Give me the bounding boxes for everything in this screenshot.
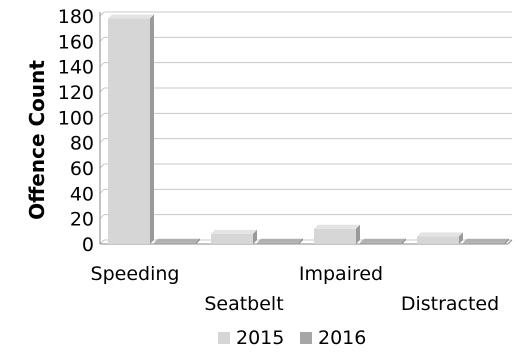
legend-swatch (300, 332, 312, 344)
y-tick-label: 180 (58, 6, 94, 28)
gridline-side (99, 239, 105, 245)
legend-item-2016: 2016 (300, 327, 366, 349)
y-tick-label: 160 (58, 31, 94, 53)
bar-top (463, 238, 509, 243)
bar-side (356, 224, 360, 244)
gridline-side (99, 138, 105, 144)
legend-label: 2016 (318, 327, 366, 349)
gridline-side (99, 112, 105, 118)
y-tick-label: 0 (82, 234, 94, 256)
y-tick-label: 20 (70, 209, 94, 231)
bar-front (463, 242, 505, 244)
bar-side (505, 238, 509, 244)
legend-swatch (218, 332, 230, 344)
bar-2016-seatbelt (257, 238, 303, 244)
bar-2016-distracted (463, 238, 509, 244)
bar-front (257, 242, 299, 244)
axes (99, 12, 513, 245)
bar-top (211, 229, 257, 234)
legend-label: 2015 (236, 327, 284, 349)
bar-top (360, 238, 406, 243)
x-tick-label-distracted: Distracted (401, 293, 499, 315)
y-tick-label: 60 (70, 158, 94, 180)
y-tick-label: 80 (70, 133, 94, 155)
bar-front (154, 242, 196, 244)
bar-2016-impaired (360, 238, 406, 244)
bar-front (417, 236, 459, 244)
x-axis-floor-edge (507, 239, 513, 245)
bar-front (360, 242, 402, 244)
legend: 2015 2016 (218, 327, 366, 349)
bar-top (108, 14, 154, 19)
gridline-side (99, 214, 105, 220)
bar-front (314, 228, 356, 244)
y-tick-label: 40 (70, 183, 94, 205)
y-tick-labels: 0 20 40 60 80 100 120 140 160 180 (58, 6, 94, 256)
y-tick-label: 140 (58, 57, 94, 79)
y-tick-label: 100 (58, 107, 94, 129)
x-tick-label-seatbelt: Seatbelt (204, 293, 283, 315)
bar-top (154, 238, 200, 243)
gridlines (99, 11, 512, 245)
bar-2015-distracted (417, 232, 463, 244)
bar-2015-seatbelt (211, 229, 257, 244)
bar-top (417, 232, 463, 237)
x-tick-labels: Speeding Seatbelt Impaired Distracted (91, 263, 500, 315)
bar-side (253, 229, 257, 244)
gridline-side (99, 188, 105, 194)
bar-2016-speeding (154, 238, 200, 244)
x-tick-label-speeding: Speeding (91, 263, 180, 285)
gridline-side (99, 87, 105, 93)
bar-side (150, 14, 154, 245)
bar-side (299, 238, 303, 244)
gridline-side (99, 11, 105, 17)
gridline-side (99, 62, 105, 68)
bar-side (459, 232, 463, 244)
gridline-side (99, 163, 105, 169)
legend-item-2015: 2015 (218, 327, 284, 349)
x-tick-label-impaired: Impaired (299, 263, 383, 285)
bar-2015-impaired (314, 224, 360, 244)
bar-side (196, 238, 200, 244)
bar-side (402, 238, 406, 244)
bar-front (211, 233, 253, 244)
bar-front (108, 18, 150, 245)
y-axis-label: Offence Count (25, 60, 49, 220)
y-tick-label: 120 (58, 82, 94, 104)
bars (108, 14, 509, 245)
bar-2015-speeding (108, 14, 154, 245)
bar-top (314, 224, 360, 229)
bar-top (257, 238, 303, 243)
gridline-side (99, 36, 105, 42)
